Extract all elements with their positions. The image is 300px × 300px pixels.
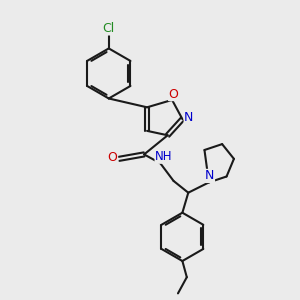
Text: NH: NH (155, 150, 172, 163)
Text: Cl: Cl (103, 22, 115, 35)
Text: O: O (169, 88, 178, 100)
Text: O: O (108, 151, 118, 164)
Text: N: N (184, 111, 194, 124)
Text: N: N (205, 169, 214, 182)
